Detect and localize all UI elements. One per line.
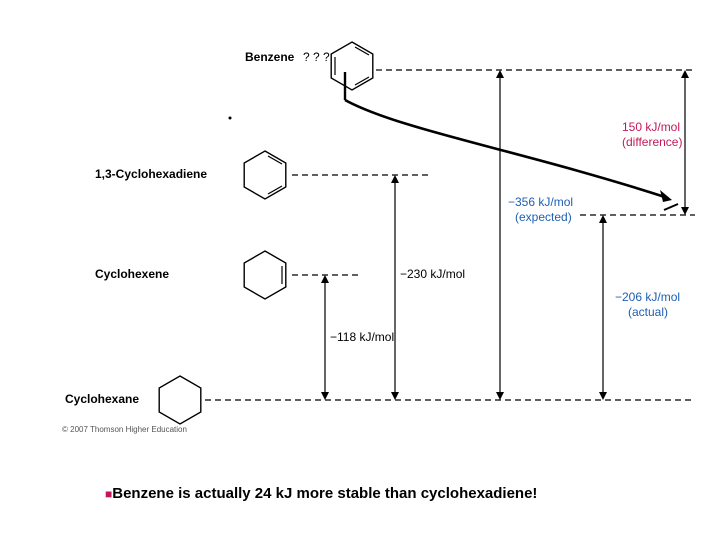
diff-number: 150 kJ/mol: [622, 120, 680, 134]
ring-cyclohexane: [159, 376, 201, 424]
stray-dot: [229, 117, 232, 120]
label-cyclohexadiene: 1,3-Cyclohexadiene: [95, 167, 207, 181]
arrow-206: [599, 215, 607, 400]
copyright-text: © 2007 Thomson Higher Education: [62, 425, 187, 434]
note-diff: (difference): [622, 135, 682, 149]
question-marks: ? ? ?: [303, 50, 330, 64]
label-benzene: Benzene: [245, 50, 294, 64]
arrow-118: [321, 275, 329, 400]
expected-number: −356 kJ/mol: [508, 195, 573, 209]
value-230: −230 kJ/mol: [400, 267, 465, 281]
label-cyclohexene: Cyclohexene: [95, 267, 169, 281]
label-cyclohexane: Cyclohexane: [65, 392, 139, 406]
value-actual: −206 kJ/mol: [615, 290, 680, 304]
note-actual: (actual): [628, 305, 668, 319]
value-diff: 150 kJ/mol: [622, 120, 680, 134]
ring-cyclohexene: [244, 251, 286, 299]
arrow-356: [496, 70, 504, 400]
caption-prefix: Benzene: [112, 485, 174, 502]
caption: ■Benzene is actually 24 kJ more stable t…: [105, 485, 537, 502]
caption-rest: is actually 24 kJ more stable than cyclo…: [174, 485, 538, 502]
arrow-230: [391, 175, 399, 400]
actual-number: −206 kJ/mol: [615, 290, 680, 304]
note-expected: (expected): [515, 210, 572, 224]
ring-cyclohexadiene: [244, 151, 286, 199]
value-118: −118 kJ/mol: [330, 330, 394, 344]
value-expected: −356 kJ/mol: [508, 195, 573, 209]
ring-benzene: [331, 42, 373, 90]
energy-diagram: Benzene ? ? ? 1,3-Cyclohexadiene Cyclohe…: [0, 0, 720, 540]
